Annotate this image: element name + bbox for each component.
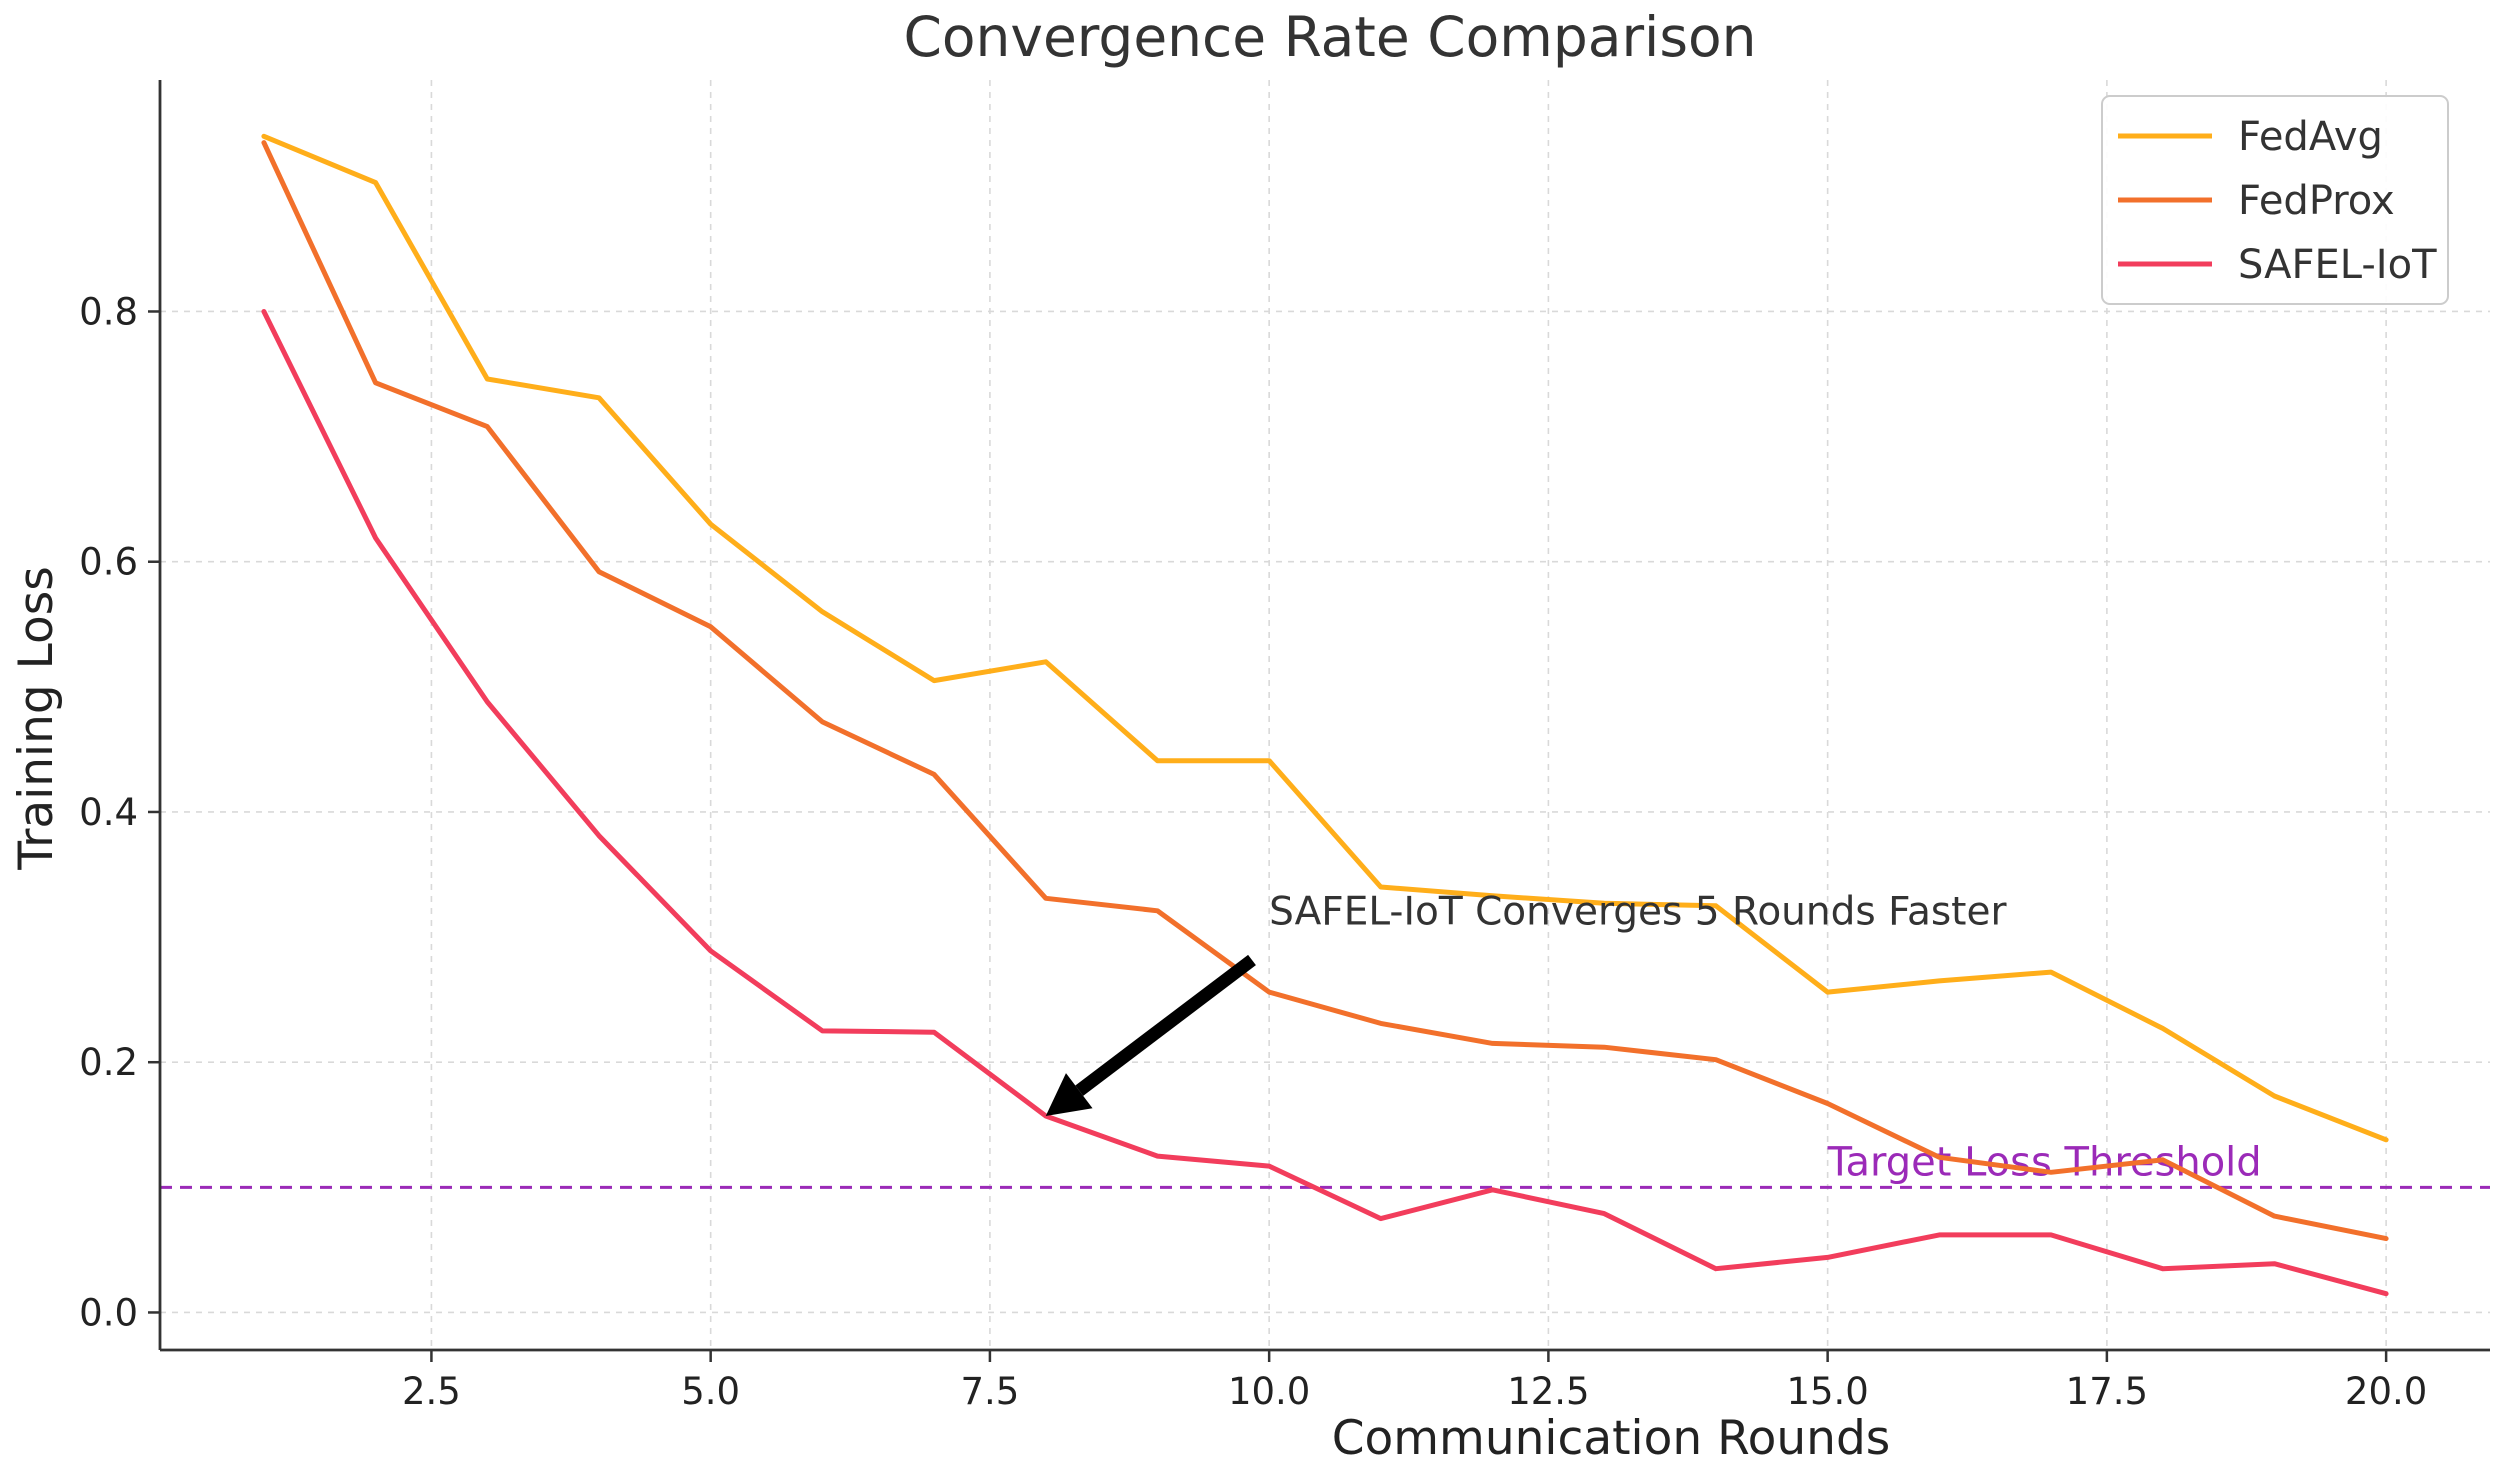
chart-title: Convergence Rate Comparison — [903, 5, 1756, 69]
y-tick-label: 0.0 — [79, 1291, 138, 1334]
y-tick-label: 0.4 — [79, 791, 138, 834]
x-tick-label: 2.5 — [402, 1370, 461, 1413]
series-line-safel-iot — [261, 309, 2389, 1297]
x-tick-label: 17.5 — [2066, 1370, 2148, 1413]
legend-layer: FedAvg FedProx SAFEL-IoT — [2101, 95, 2449, 305]
axes-layer: 2.5 5.0 7.5 10.0 12.5 15.0 17.5 20.0 0.0 0.2 0.4 0.… — [79, 80, 2490, 1413]
threshold-label: Target Loss Threshold — [1827, 1139, 2262, 1185]
legend-label-safel-iot: SAFEL-IoT — [2238, 242, 2437, 288]
series-line-fedavg — [261, 133, 2389, 1143]
x-tick-label: 20.0 — [2345, 1370, 2427, 1413]
annotation-arrow-head — [1045, 1073, 1093, 1117]
y-tick-label: 0.8 — [79, 290, 138, 333]
x-tick-label: 10.0 — [1228, 1370, 1310, 1413]
series-line-fedprox — [261, 140, 2389, 1242]
legend-label-fedprox: FedProx — [2238, 178, 2395, 224]
annotation-layer: SAFEL-IoT Converges 5 Rounds Faster — [1045, 890, 2007, 1117]
x-tick-label: 15.0 — [1786, 1370, 1868, 1413]
legend-box — [2101, 95, 2449, 305]
legend-label-fedavg: FedAvg — [2238, 114, 2383, 160]
x-axis-label: Communication Rounds — [1332, 1411, 1891, 1466]
annotation-text: SAFEL-IoT Converges 5 Rounds Faster — [1269, 890, 2007, 935]
series-layer — [261, 133, 2389, 1297]
x-tick-label: 5.0 — [681, 1370, 740, 1413]
y-tick-label: 0.2 — [79, 1041, 138, 1084]
x-tick-label: 12.5 — [1507, 1370, 1589, 1413]
y-tick-label: 0.6 — [79, 541, 138, 584]
y-axis-label: Training Loss — [9, 566, 64, 870]
threshold-layer: Target Loss Threshold — [160, 1139, 2490, 1189]
annotation-arrow-shaft — [1075, 954, 1256, 1096]
x-tick-label: 7.5 — [960, 1370, 1019, 1413]
